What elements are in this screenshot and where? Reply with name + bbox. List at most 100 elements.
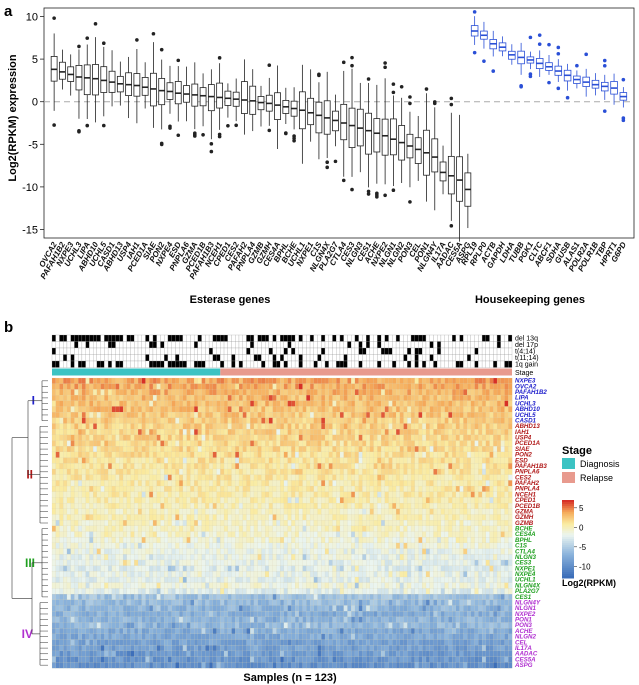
heatmap-cell [455,451,460,458]
heatmap-cell [302,377,307,384]
heatmap-cell [377,457,382,464]
heatmap-cell [190,400,195,407]
annotation-cell [380,354,385,362]
heatmap-cell [403,434,408,441]
heatmap-cell [440,440,445,447]
heatmap-cell [444,434,449,441]
heatmap-cell [201,383,206,390]
annotation-cell [190,341,195,349]
heatmap-cell [134,520,139,527]
heatmap-cell [347,446,352,453]
heatmap-cell [463,514,468,521]
heatmap-cell [220,537,225,544]
heatmap-cell [482,457,487,464]
heatmap-cell [440,446,445,453]
heatmap-cell [395,480,401,487]
heatmap-cell [130,383,135,390]
heatmap-cell [190,457,195,464]
heatmap-cell [493,531,498,538]
heatmap-cell [104,542,109,549]
heatmap-cell [272,463,277,470]
annotation-cell [171,341,176,349]
heatmap-cell [66,400,71,407]
heatmap-cell [208,383,214,390]
heatmap-cell [81,525,86,532]
annotation-cell [149,341,154,349]
heatmap-cell [145,440,150,447]
heatmap-cell [444,417,449,424]
heatmap-cell [272,497,277,504]
heatmap-cell [201,542,206,549]
heatmap-cell [179,497,184,504]
heatmap-cell [448,400,453,407]
heatmap-cell [309,412,315,419]
heatmap-cell [377,474,382,481]
heatmap-cell [429,417,434,424]
heatmap-cell [306,394,311,402]
box-CES5A [456,114,463,242]
annotation-cell [489,360,494,368]
annotation-cell [66,347,71,355]
heatmap-cell [253,474,258,481]
heatmap-cell [399,548,404,555]
heatmap-cell [235,491,240,498]
heatmap-cell [223,491,229,498]
heatmap-cell [137,485,143,493]
heatmap-cell [276,542,281,549]
heatmap-cell [238,400,244,407]
heatmap-cell [392,377,397,384]
heatmap-cell [111,537,116,544]
heatmap-cell [93,389,98,396]
heatmap-cell [231,412,236,419]
heatmap-cell [448,520,453,527]
heatmap-cell [508,394,513,402]
annotation-cell [63,334,68,342]
heatmap-cell [452,394,457,402]
heatmap-cell [362,423,367,430]
stage-bar-relapse [220,368,513,376]
heatmap-cell [223,463,229,470]
heatmap-cell [257,497,262,504]
heatmap-cell [194,457,199,464]
heatmap-cell [261,480,266,487]
heatmap-cell [126,542,131,549]
heatmap-cell [377,377,382,384]
heatmap-cell [306,537,311,544]
heatmap-cell [179,548,184,555]
annotation-cell [459,360,464,368]
heatmap-cell [377,542,382,549]
heatmap-cell [156,548,161,555]
heatmap-cell [81,417,86,424]
heatmap-cell [474,531,479,538]
heatmap-cell [104,508,109,515]
outlier-NXPE2-2 [383,61,387,65]
heatmap-cell [160,457,165,464]
heatmap-cell [500,503,505,510]
heatmap-cell [422,429,427,436]
heatmap-cell [205,451,210,458]
heatmap-cell [474,440,479,447]
heatmap-cell [414,446,419,453]
heatmap-cell [89,503,94,510]
annotation-cell [433,354,438,362]
annotation-cell [321,341,326,349]
annotation-cell [268,354,273,362]
outlier-NXPE2-1 [383,65,387,70]
heatmap-cell [257,451,262,458]
heatmap-cell [160,389,165,396]
heatmap-cell [395,457,401,464]
heatmap-cell [160,537,165,544]
heatmap-cell [309,525,315,532]
heatmap-cell [410,491,416,498]
gene-label-IAH1: IAH1 [515,429,530,436]
heatmap-cell [63,508,68,515]
heatmap-cell [223,474,229,481]
heatmap-cell [298,423,303,430]
heatmap-cell [96,394,101,402]
heatmap-cell [459,514,464,521]
heatmap-cell [504,417,509,424]
heatmap-cell [208,451,214,458]
heatmap-cell [418,457,423,464]
heatmap-cell [216,508,221,515]
heatmap-cell [366,400,371,407]
